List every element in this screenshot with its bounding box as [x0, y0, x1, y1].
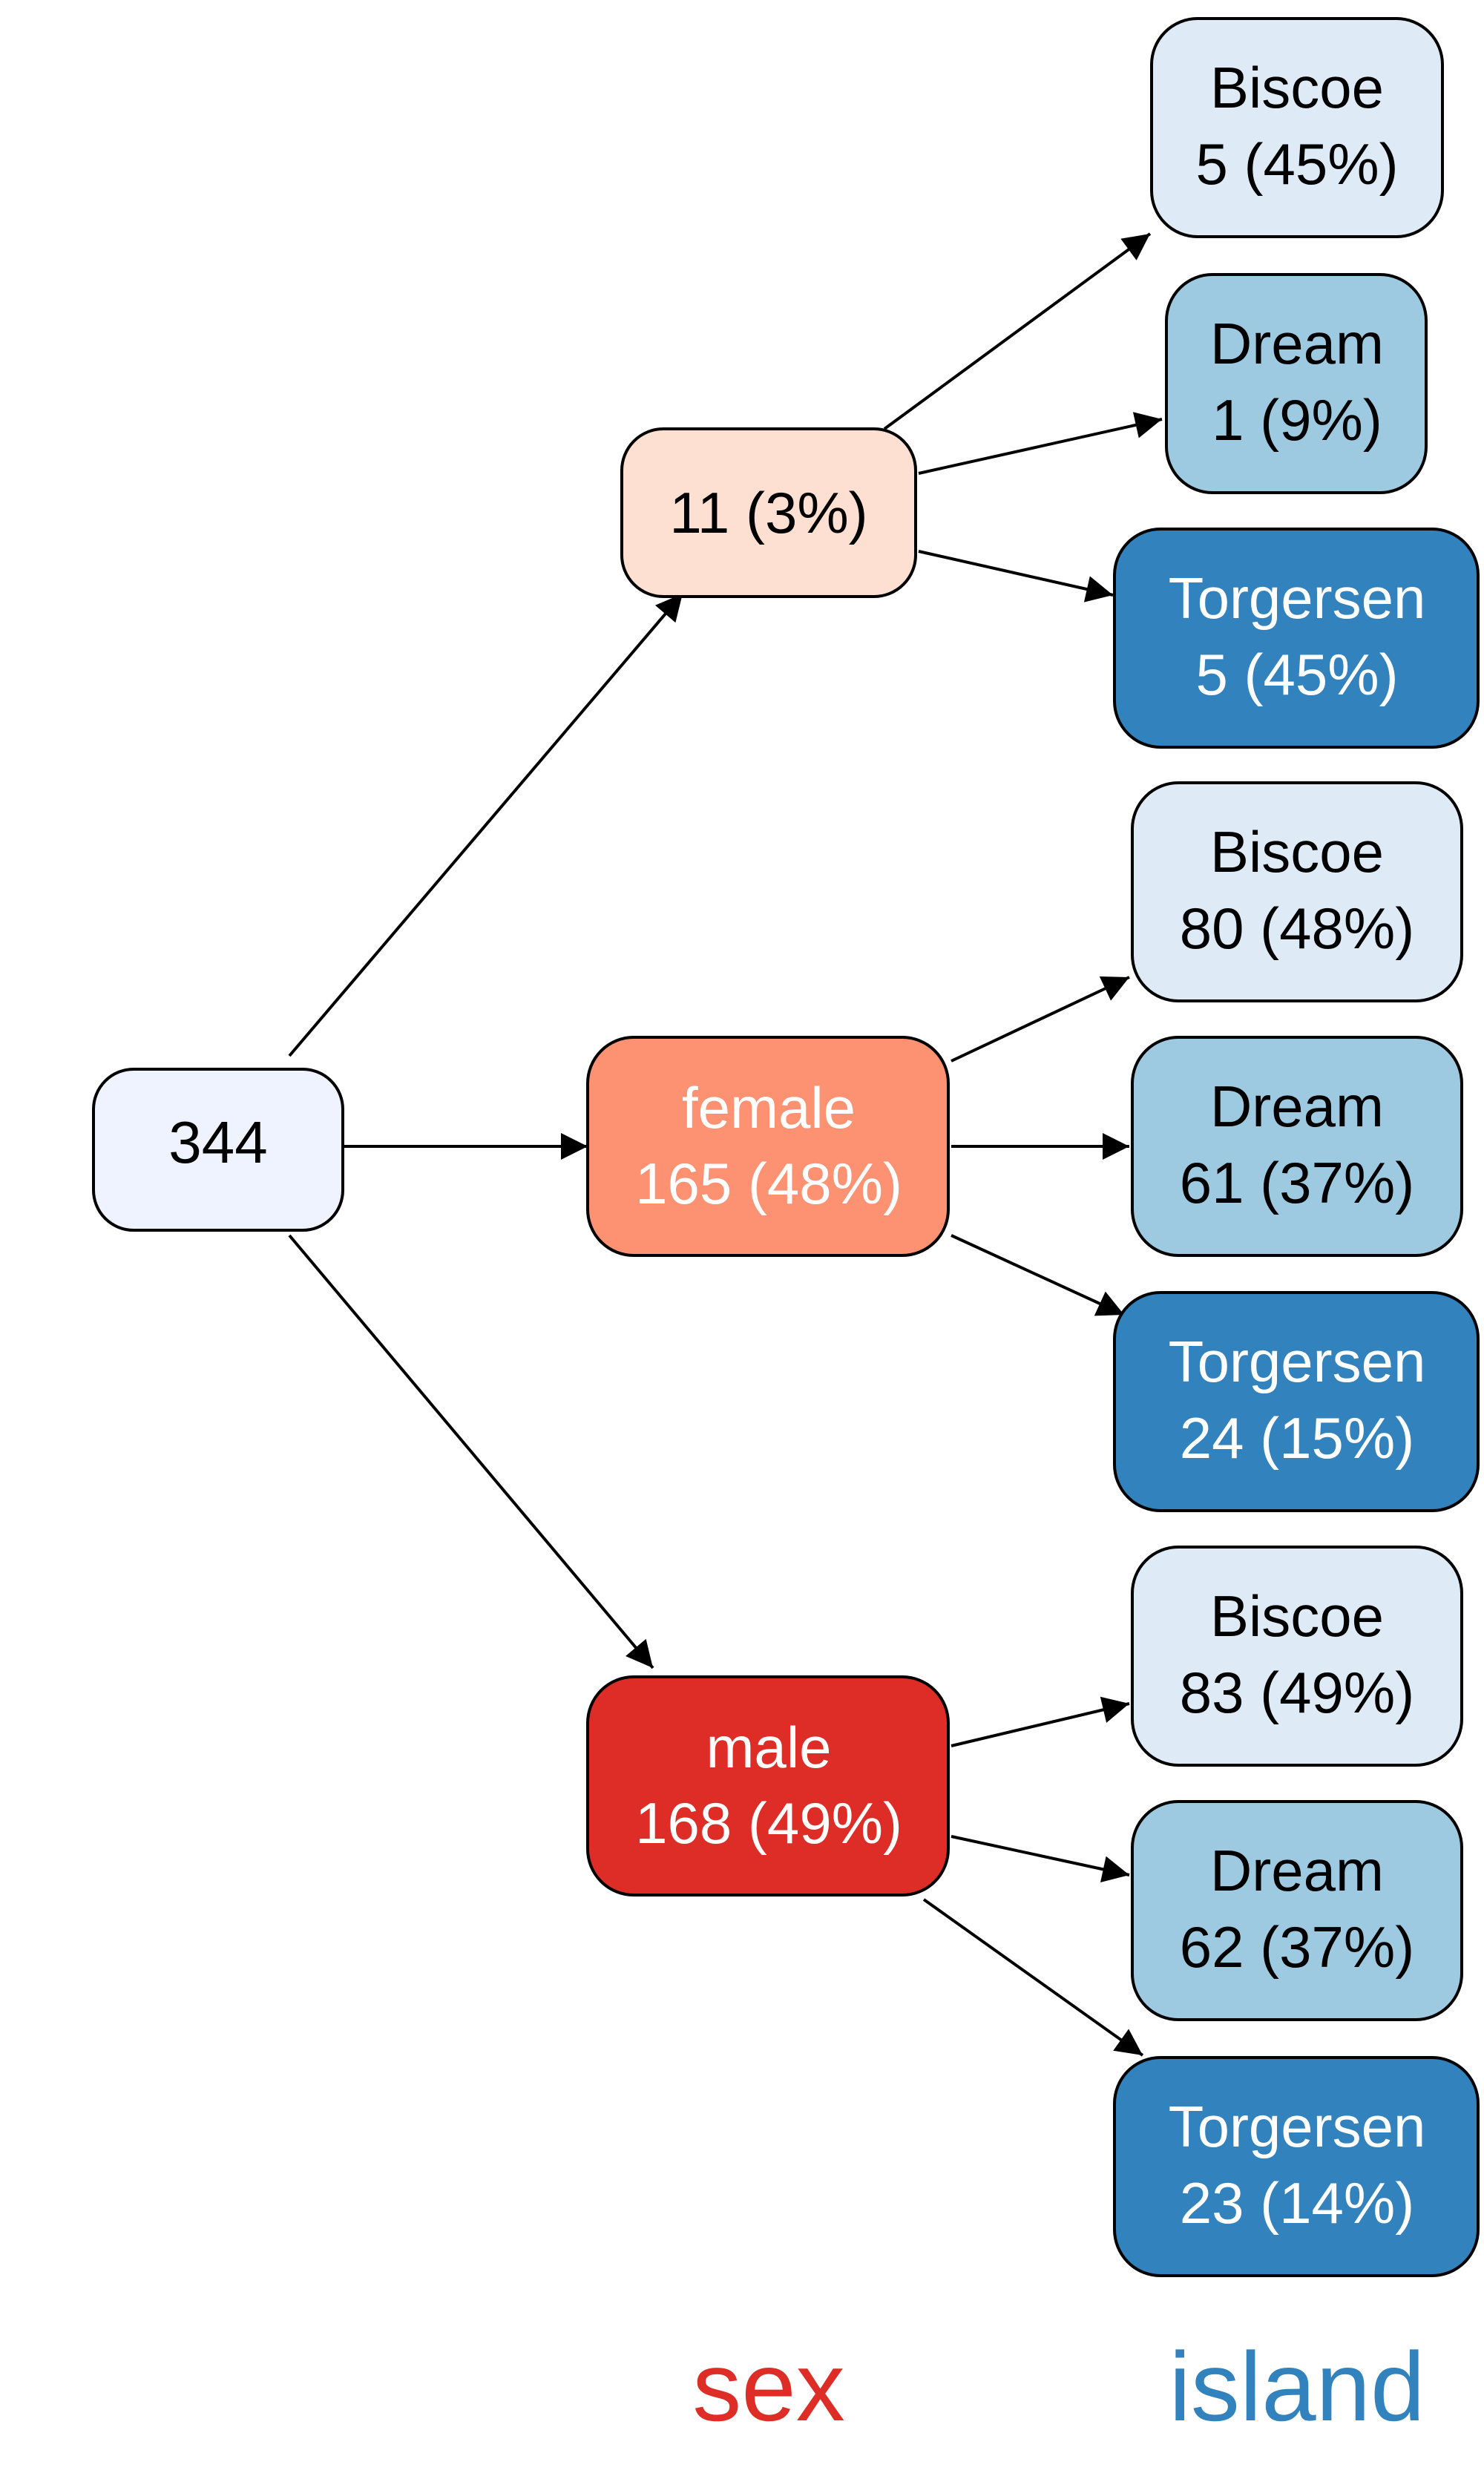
node-female-torgersen-name: Torgersen [1169, 1329, 1426, 1394]
node-root-label: 344 [168, 1109, 267, 1175]
node-female-dream-name: Dream [1210, 1074, 1384, 1139]
node-male-dream: Dream 62 (37%) [1131, 1800, 1463, 2021]
edge-root-to-male [288, 1234, 654, 1669]
edge-male-to-torgersen [922, 1898, 1144, 2057]
node-unknown-dream-name: Dream [1210, 311, 1384, 376]
node-unknown-biscoe-name: Biscoe [1210, 55, 1384, 120]
node-male-torgersen-name: Torgersen [1169, 2094, 1426, 2159]
edge-male-to-dream [951, 1835, 1130, 1882]
node-female: female 165 (48%) [586, 1036, 950, 1257]
node-unknown-torgersen-count: 5 (45%) [1195, 642, 1398, 707]
node-root: 344 [92, 1068, 344, 1232]
node-male-biscoe: Biscoe 83 (49%) [1131, 1546, 1463, 1767]
legend-sex-label: sex [692, 2332, 844, 2441]
node-male-biscoe-name: Biscoe [1210, 1583, 1384, 1649]
node-male-biscoe-count: 83 (49%) [1180, 1660, 1415, 1725]
node-female-biscoe-name: Biscoe [1210, 819, 1384, 884]
node-female-torgersen-count: 24 (15%) [1180, 1405, 1415, 1471]
edges [288, 232, 1163, 2057]
node-female-biscoe-count: 80 (48%) [1180, 896, 1415, 961]
edge-female-to-biscoe [951, 976, 1130, 1063]
edge-unknown-to-biscoe [883, 232, 1152, 430]
node-female-dream-count: 61 (37%) [1180, 1150, 1415, 1215]
node-male-torgersen: Torgersen 23 (14%) [1113, 2056, 1480, 2277]
node-male: male 168 (49%) [586, 1675, 950, 1897]
node-unknown-biscoe: Biscoe 5 (45%) [1150, 17, 1444, 238]
edge-unknown-to-dream [918, 412, 1163, 475]
node-female-dream: Dream 61 (37%) [1131, 1036, 1463, 1257]
node-sex-unknown-count: 11 (3%) [669, 480, 867, 545]
node-male-torgersen-count: 23 (14%) [1180, 2170, 1415, 2236]
node-female-count: 165 (48%) [635, 1151, 902, 1216]
edge-male-to-biscoe [951, 1696, 1130, 1747]
node-unknown-torgersen-name: Torgersen [1169, 565, 1426, 631]
node-female-biscoe: Biscoe 80 (48%) [1131, 781, 1463, 1002]
node-sex-unknown: 11 (3%) [620, 427, 917, 598]
node-unknown-biscoe-count: 5 (45%) [1195, 131, 1398, 197]
edge-root-to-sex-unknown [288, 592, 684, 1057]
node-male-name: male [706, 1715, 831, 1780]
node-male-dream-count: 62 (37%) [1180, 1914, 1415, 1980]
node-male-dream-name: Dream [1210, 1838, 1384, 1903]
node-unknown-dream: Dream 1 (9%) [1165, 273, 1428, 494]
edge-unknown-to-torgersen [918, 550, 1114, 602]
legend-island-label: island [1169, 2332, 1425, 2441]
node-male-count: 168 (49%) [635, 1790, 902, 1856]
node-unknown-dream-count: 1 (9%) [1212, 387, 1382, 453]
node-female-torgersen: Torgersen 24 (15%) [1113, 1291, 1480, 1512]
edge-female-to-torgersen [951, 1234, 1125, 1316]
node-unknown-torgersen: Torgersen 5 (45%) [1113, 528, 1480, 749]
node-female-name: female [682, 1075, 856, 1140]
